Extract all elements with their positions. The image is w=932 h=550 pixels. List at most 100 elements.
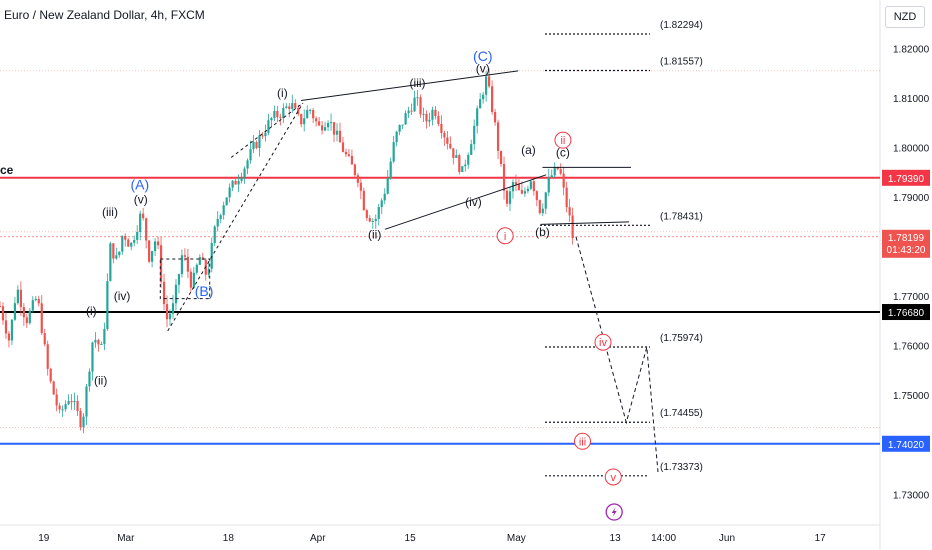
candle-body <box>461 166 464 172</box>
candle-body <box>443 132 446 138</box>
candle-body <box>40 303 43 334</box>
x-tick-label: Jun <box>719 533 735 544</box>
candle-body <box>523 191 527 194</box>
candle-body <box>222 205 225 216</box>
candle-body <box>207 268 210 275</box>
projection-path[interactable] <box>575 236 659 473</box>
candle-body <box>258 135 261 148</box>
candle-body <box>252 142 255 150</box>
wave-label: (b) <box>535 225 550 239</box>
candle-body <box>291 103 294 110</box>
candle-body <box>162 281 166 305</box>
candle-body <box>508 191 512 204</box>
candle-body <box>374 218 377 221</box>
correction-box[interactable] <box>159 258 211 300</box>
wave-circle <box>574 432 591 450</box>
candle-body <box>34 298 37 301</box>
candle-body <box>416 97 419 99</box>
candle-body <box>231 180 234 188</box>
candle-body <box>517 184 521 191</box>
candle-body <box>127 239 130 247</box>
candle-body <box>323 127 327 131</box>
trend-line[interactable] <box>540 221 630 225</box>
candle-body <box>100 343 103 345</box>
candle-body <box>10 319 14 341</box>
candle-body <box>282 107 285 119</box>
wave-label: (iv) <box>114 289 131 303</box>
candle-body <box>356 175 359 183</box>
wave-label: (v) <box>134 193 148 207</box>
candle-body <box>499 150 503 165</box>
candle-body <box>249 149 252 161</box>
candle-body <box>338 130 342 143</box>
y-tick-label: 1.80000 <box>893 144 930 155</box>
wave-label: (iii) <box>410 76 426 90</box>
candle-body <box>464 164 467 167</box>
y-tick-label: 1.81000 <box>893 94 930 105</box>
candle-body <box>19 289 22 308</box>
x-tick-label: Apr <box>310 533 326 544</box>
candle-body <box>398 124 401 132</box>
y-tick-label: 1.76000 <box>893 342 930 353</box>
x-tick-label: May <box>507 533 526 544</box>
candle-body <box>285 106 288 108</box>
wave-circle <box>496 227 514 245</box>
candle-body <box>142 213 145 219</box>
candle-body <box>410 110 413 112</box>
candle-body <box>186 256 189 272</box>
candle-body <box>511 182 515 192</box>
candle-body <box>401 124 404 126</box>
candle-body <box>362 190 365 211</box>
candle-body <box>452 148 455 158</box>
candle-body <box>189 271 192 288</box>
candle-body <box>139 213 142 232</box>
candle-body <box>529 181 532 189</box>
candle-body <box>106 281 109 329</box>
dashed-channel-line[interactable] <box>167 102 304 332</box>
candle-body <box>165 304 169 320</box>
candle-body <box>180 255 184 275</box>
wave-label: (v) <box>476 61 490 75</box>
candle-body <box>7 333 11 341</box>
current-price-label: 1.78199 <box>888 233 925 244</box>
candle-body <box>255 142 258 148</box>
current-price-tag <box>882 229 930 258</box>
level-tag-red <box>882 169 930 186</box>
trend-line[interactable] <box>300 70 519 102</box>
candle-body <box>425 113 428 122</box>
x-tick-label: 18 <box>223 533 235 544</box>
candle-body <box>121 235 124 252</box>
level-tag-black <box>882 304 930 321</box>
price-axis[interactable] <box>880 0 932 550</box>
wave-label: (ii) <box>368 227 381 241</box>
candle-body <box>73 400 76 403</box>
candle-body <box>94 339 97 343</box>
candle-body <box>490 86 494 112</box>
candle-body <box>276 110 279 118</box>
candle-body <box>455 155 458 158</box>
candle-body <box>389 161 392 178</box>
candle-body <box>482 94 485 100</box>
candle-body <box>377 207 380 219</box>
candle-body <box>562 173 565 188</box>
target-level-label: (1.75974) <box>660 333 703 344</box>
candle-body <box>434 109 437 117</box>
wave-label: (ii) <box>94 373 107 387</box>
candle-body <box>264 132 267 137</box>
wave-label: (C) <box>473 48 492 64</box>
candle-body <box>422 113 425 115</box>
candle-body <box>267 120 270 133</box>
candle-body <box>485 76 488 95</box>
candle-body <box>368 217 371 222</box>
wave-label: v <box>611 472 617 484</box>
candle-body <box>395 131 398 143</box>
candle-body <box>130 242 133 247</box>
currency-button[interactable]: NZD <box>885 6 925 28</box>
candle-body <box>171 303 175 314</box>
trend-line[interactable] <box>384 174 547 230</box>
candle-body <box>419 97 422 115</box>
candle-body <box>198 257 201 265</box>
target-level-label: (1.82294) <box>660 20 703 31</box>
